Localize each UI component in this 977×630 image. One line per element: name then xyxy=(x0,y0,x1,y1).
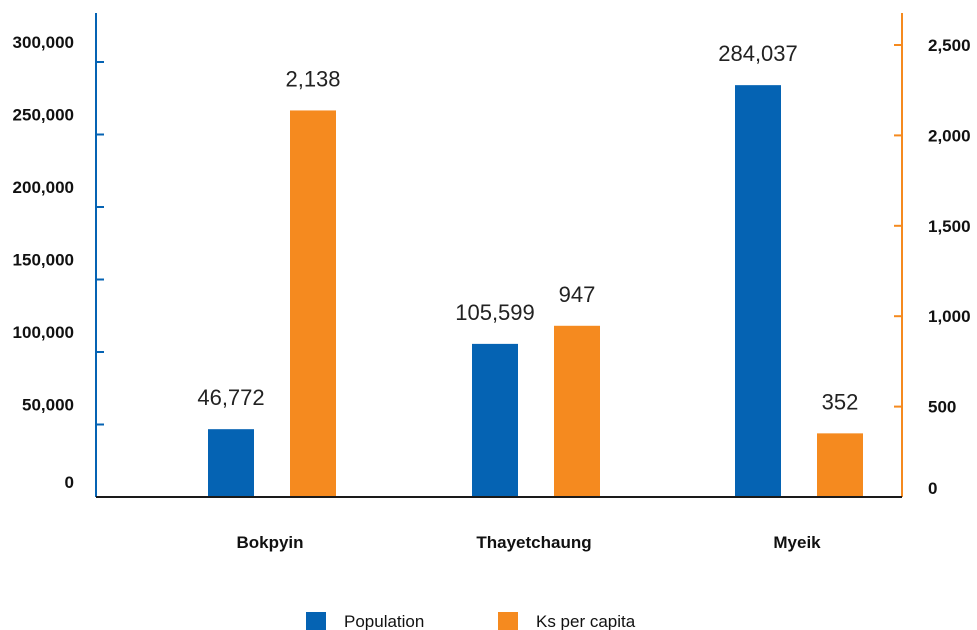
population-bar-myeik xyxy=(735,85,781,497)
population-value-label: 46,772 xyxy=(197,385,264,410)
legend-label-population: Population xyxy=(344,612,424,630)
legend-swatch-population xyxy=(306,612,326,630)
left-y-axis: 0 50,000 100,000 150,000 200,000 250,000 300,0… xyxy=(13,13,104,497)
population-bar-bokpyin xyxy=(208,429,254,497)
category-label-bokpyin: Bokpyin xyxy=(236,533,303,552)
right-axis-tick-label: 500 xyxy=(928,398,956,417)
left-axis-tick-label: 50,000 xyxy=(22,396,74,415)
population-value-label: 105,599 xyxy=(455,300,535,325)
left-axis-tick-label: 150,000 xyxy=(13,251,74,270)
population-value-label: 284,037 xyxy=(718,41,798,66)
left-axis-tick-label: 100,000 xyxy=(13,323,74,342)
bars xyxy=(208,85,863,498)
ks-per-capita-value-label: 947 xyxy=(559,282,596,307)
left-axis-tick-label: 250,000 xyxy=(13,106,74,125)
data-labels: 46,772 2,138 105,599 947 284,037 352 xyxy=(197,41,858,414)
right-axis-tick-label: 1,000 xyxy=(928,307,971,326)
legend: Population Ks per capita xyxy=(306,612,636,630)
category-label-thayetchaung: Thayetchaung xyxy=(476,533,591,552)
category-label-myeik: Myeik xyxy=(773,533,821,552)
right-axis-tick-label: 2,000 xyxy=(928,126,971,145)
legend-swatch-ks-per-capita xyxy=(498,612,518,630)
left-axis-tick-label: 200,000 xyxy=(13,178,74,197)
left-axis-tick-label: 0 xyxy=(65,473,74,492)
ks-per-capita-bar-myeik xyxy=(817,433,863,497)
right-axis-tick-label: 1,500 xyxy=(928,217,971,236)
legend-label-ks-per-capita: Ks per capita xyxy=(536,612,636,630)
ks-per-capita-value-label: 2,138 xyxy=(285,66,340,91)
right-axis-tick-label: 0 xyxy=(928,479,937,498)
ks-per-capita-bar-bokpyin xyxy=(290,110,336,498)
category-labels: Bokpyin Thayetchaung Myeik xyxy=(236,533,821,552)
ks-per-capita-value-label: 352 xyxy=(822,389,859,414)
right-y-axis: 0 500 1,000 1,500 2,000 2,500 xyxy=(894,13,971,498)
population-bar-thayetchaung xyxy=(472,343,518,497)
left-axis-tick-label: 300,000 xyxy=(13,33,74,52)
ks-per-capita-bar-thayetchaung xyxy=(554,325,600,497)
right-axis-tick-label: 2,500 xyxy=(928,36,971,55)
